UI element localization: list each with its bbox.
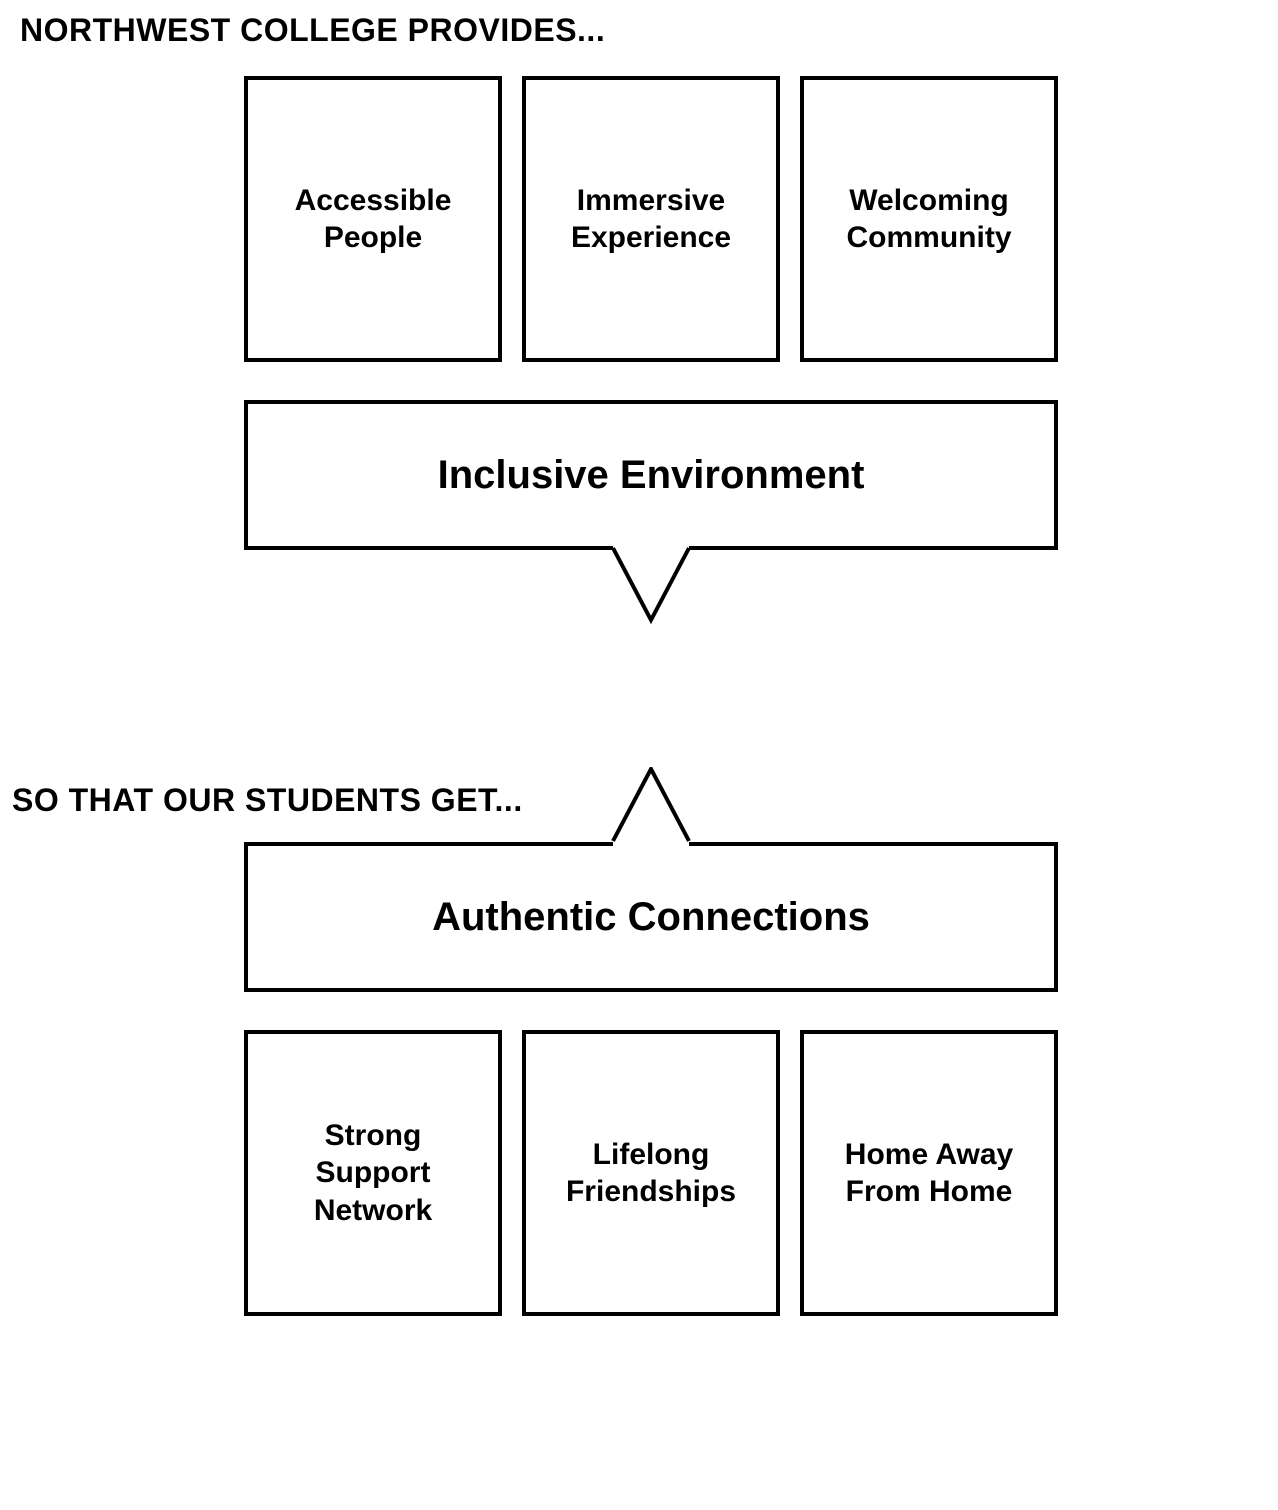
top-banner-notch-down-icon (609, 545, 693, 625)
bottom-box-1-label: Lifelong Friendships (526, 1136, 776, 1211)
bottom-box-2-label: Home Away From Home (804, 1136, 1054, 1211)
top-box-0-label: Accessible People (248, 182, 498, 257)
top-box-1: Immersive Experience (522, 76, 780, 362)
top-banner-label: Inclusive Environment (438, 450, 865, 500)
heading-students-get: SO THAT OUR STUDENTS GET... (12, 782, 523, 819)
bottom-banner-label: Authentic Connections (432, 892, 870, 942)
bottom-banner-box: Authentic Connections (244, 842, 1058, 992)
bottom-box-1: Lifelong Friendships (522, 1030, 780, 1316)
heading-provides: NORTHWEST COLLEGE PROVIDES... (20, 12, 605, 49)
top-box-2-label: Welcoming Community (804, 182, 1054, 257)
heading-provides-text: NORTHWEST COLLEGE PROVIDES... (20, 12, 605, 48)
bottom-box-0-label: Strong Support Network (248, 1117, 498, 1230)
bottom-box-0: Strong Support Network (244, 1030, 502, 1316)
top-box-0: Accessible People (244, 76, 502, 362)
heading-students-get-text: SO THAT OUR STUDENTS GET... (12, 782, 523, 818)
diagram-canvas: NORTHWEST COLLEGE PROVIDES... SO THAT OU… (12, 12, 1266, 1498)
top-box-2: Welcoming Community (800, 76, 1058, 362)
bottom-banner-notch-up-icon (609, 767, 693, 847)
top-banner-box: Inclusive Environment (244, 400, 1058, 550)
top-box-1-label: Immersive Experience (526, 182, 776, 257)
bottom-box-2: Home Away From Home (800, 1030, 1058, 1316)
